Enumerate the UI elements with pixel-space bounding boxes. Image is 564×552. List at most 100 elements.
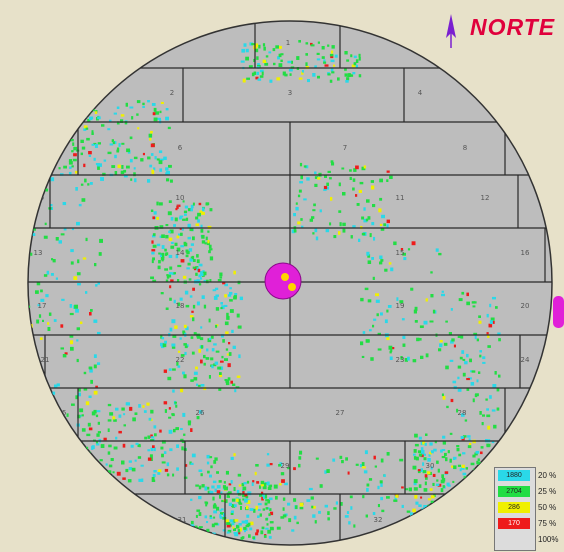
cell-label: 8 (463, 144, 467, 152)
cell-label: 18 (176, 302, 185, 310)
coverage-point (113, 112, 117, 115)
coverage-point (259, 485, 262, 489)
coverage-point (221, 355, 224, 359)
cell-label: 21 (41, 356, 50, 364)
coverage-point (372, 324, 375, 328)
coverage-point (120, 114, 125, 117)
coverage-point (266, 453, 270, 456)
coverage-point (134, 459, 137, 462)
coverage-point (361, 466, 366, 469)
coverage-point (220, 302, 223, 305)
coverage-point (169, 229, 174, 234)
coverage-point (445, 457, 448, 462)
coverage-point (136, 100, 141, 104)
center-marker (264, 262, 302, 300)
coverage-point (337, 77, 340, 81)
coverage-point (494, 371, 497, 375)
coverage-point (233, 487, 236, 491)
coverage-point (226, 312, 229, 317)
coverage-point (265, 507, 269, 510)
coverage-point (474, 335, 477, 340)
coverage-point (339, 502, 343, 506)
coverage-point (199, 337, 204, 341)
coverage-point (214, 361, 219, 365)
coverage-point (473, 332, 478, 336)
coverage-point (54, 135, 58, 139)
coverage-point (358, 57, 361, 61)
coverage-point (70, 249, 74, 253)
coverage-point (55, 137, 60, 141)
coverage-point (180, 428, 183, 430)
coverage-point (282, 514, 287, 518)
coverage-point (226, 531, 230, 534)
coverage-point (96, 163, 101, 167)
coverage-point (451, 503, 454, 508)
coverage-point (230, 510, 234, 513)
coverage-point (443, 342, 448, 346)
coverage-point (371, 185, 375, 190)
coverage-point (77, 259, 80, 264)
coverage-point (479, 350, 482, 353)
coverage-point (371, 222, 375, 226)
coverage-point (457, 335, 462, 338)
coverage-point (233, 453, 236, 457)
coverage-point (434, 440, 437, 444)
coverage-point (123, 169, 127, 173)
cell-label: 1 (286, 39, 290, 47)
coverage-point (333, 64, 336, 67)
coverage-point (262, 485, 267, 490)
coverage-point (449, 359, 454, 362)
coverage-point (164, 409, 167, 413)
coverage-point (77, 283, 81, 286)
coverage-point (333, 235, 337, 239)
coverage-point (53, 139, 57, 144)
coverage-point (171, 346, 176, 349)
coverage-point (268, 484, 273, 488)
coverage-point (174, 217, 178, 222)
coverage-point (180, 388, 184, 393)
coverage-point (206, 461, 210, 465)
coverage-point (201, 234, 205, 239)
coverage-point (420, 355, 424, 359)
coverage-point (52, 142, 57, 145)
coverage-point (185, 249, 189, 253)
coverage-point (68, 161, 73, 165)
coverage-point (482, 356, 486, 360)
coverage-point (472, 454, 476, 458)
coverage-point (462, 472, 467, 476)
coverage-point (462, 372, 466, 377)
coverage-point (299, 450, 303, 455)
coverage-point (163, 369, 167, 373)
coverage-point (341, 167, 345, 170)
coverage-point (43, 274, 48, 277)
coverage-point (280, 53, 284, 56)
coverage-point (239, 527, 242, 532)
coverage-point (235, 498, 239, 502)
coverage-point (282, 71, 286, 76)
coverage-point (30, 142, 33, 146)
coverage-point (40, 389, 44, 393)
coverage-point (47, 327, 51, 331)
coverage-point (129, 158, 133, 163)
coverage-point (441, 393, 444, 397)
coverage-point (187, 208, 192, 212)
coverage-point (228, 352, 232, 356)
coverage-point (291, 60, 293, 64)
coverage-point (359, 181, 364, 185)
coverage-point (88, 395, 92, 398)
coverage-point (303, 198, 307, 201)
coverage-point (434, 505, 438, 509)
coverage-point (92, 109, 95, 112)
coverage-point (301, 71, 304, 75)
coverage-point (153, 117, 158, 122)
coverage-point (191, 351, 195, 355)
coverage-point (396, 297, 399, 301)
coverage-point (87, 118, 91, 122)
coverage-point (73, 146, 78, 151)
coverage-point (251, 482, 254, 486)
coverage-point (327, 44, 330, 47)
coverage-point (317, 41, 320, 44)
coverage-point (315, 236, 319, 241)
coverage-point (329, 177, 332, 180)
coverage-point (486, 313, 489, 318)
